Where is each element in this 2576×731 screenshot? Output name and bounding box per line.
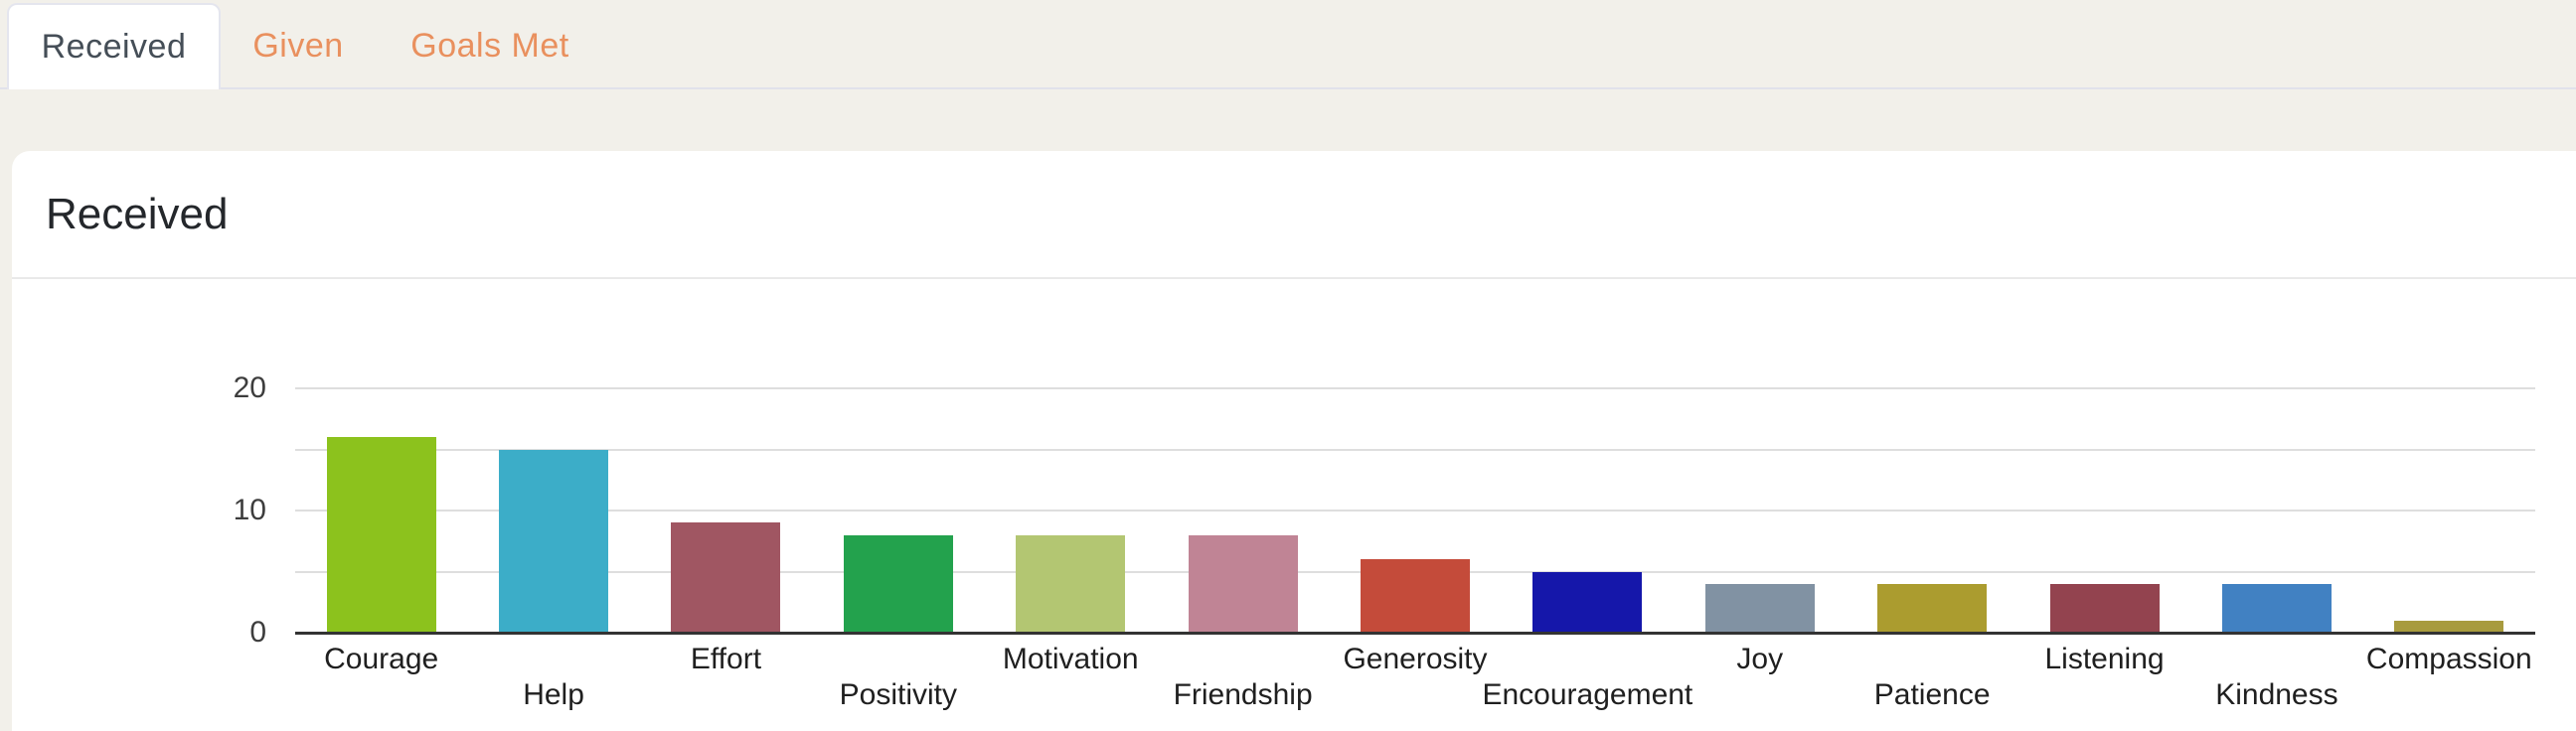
tab-given-label: Given — [252, 27, 344, 65]
tab-goals-met[interactable]: Goals Met — [376, 3, 604, 89]
chart-panel: Received 0 10 20 Courage Help Effort Positivit… — [12, 151, 2576, 731]
x-label-encouragement: Encouragement — [1482, 678, 1693, 711]
x-label-compassion: Compassion — [2365, 643, 2532, 675]
chart-panel-header: Received — [12, 151, 2576, 279]
x-label-joy: Joy — [1736, 643, 1784, 675]
x-label-positivity: Positivity — [839, 678, 958, 711]
bar-compassion[interactable] — [2394, 620, 2504, 633]
gridline-15 — [295, 448, 2535, 451]
bar-help[interactable] — [499, 449, 609, 633]
bar-friendship[interactable] — [1188, 534, 1298, 633]
x-label-generosity: Generosity — [1343, 643, 1488, 675]
tab-given[interactable]: Given — [221, 3, 376, 89]
y-tick-label-20: 20 — [233, 371, 266, 404]
gridline-20 — [295, 387, 2535, 389]
tab-received-label: Received — [41, 28, 187, 66]
bar-courage[interactable] — [326, 437, 436, 633]
x-label-motivation: Motivation — [1002, 643, 1139, 675]
x-label-help: Help — [523, 678, 584, 711]
bar-motivation[interactable] — [1016, 534, 1126, 633]
tab-goals-met-label: Goals Met — [410, 27, 569, 65]
x-label-friendship: Friendship — [1173, 678, 1313, 711]
bar-generosity[interactable] — [1361, 559, 1470, 633]
bar-kindness[interactable] — [2221, 583, 2332, 633]
bar-effort[interactable] — [671, 522, 781, 633]
x-label-listening: Listening — [2044, 643, 2165, 675]
bar-listening[interactable] — [2049, 583, 2160, 633]
tab-bar: Received Given Goals Met — [0, 0, 2576, 91]
y-tick-label-0: 0 — [249, 616, 266, 649]
bar-patience[interactable] — [1877, 583, 1988, 633]
x-label-patience: Patience — [1873, 678, 1991, 711]
y-tick-label-10: 10 — [233, 494, 266, 526]
tab-received[interactable]: Received — [7, 3, 221, 89]
x-label-courage: Courage — [324, 643, 439, 675]
bar-chart: 0 10 20 Courage Help Effort Positivity Motivati… — [12, 151, 2576, 731]
bar-joy[interactable] — [1704, 583, 1815, 633]
bar-positivity[interactable] — [843, 534, 953, 633]
x-label-kindness: Kindness — [2215, 678, 2338, 711]
bar-encouragement[interactable] — [1532, 571, 1643, 633]
gridline-10 — [295, 510, 2535, 512]
x-label-effort: Effort — [690, 643, 762, 675]
panel-title: Received — [46, 189, 229, 238]
tab-bar-divider — [0, 87, 2576, 89]
x-axis-line — [295, 632, 2535, 635]
